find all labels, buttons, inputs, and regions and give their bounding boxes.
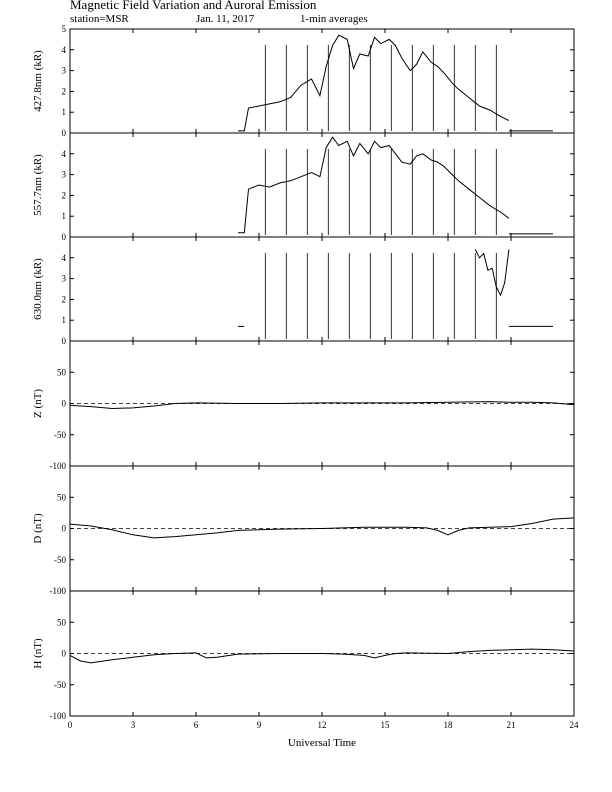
panel-5-series-1 (69, 517, 575, 539)
x-tick-label: 6 (194, 720, 199, 730)
panel-4-ytick-label: 50 (57, 367, 67, 377)
x-tick-label: 15 (381, 720, 391, 730)
panel-1-frame (69, 28, 575, 134)
panel-6-ytick-label: -50 (54, 680, 66, 690)
panel-4-series-1 (69, 401, 575, 410)
panel-4-ytick-label: -100 (50, 461, 67, 471)
panel-2-ytick-label: 0 (62, 232, 67, 242)
chart-title: Magnetic Field Variation and Auroral Emi… (70, 0, 317, 12)
panel-3-frame (69, 236, 575, 342)
x-tick-label: 18 (444, 720, 454, 730)
panel-3-ylabel: 630.0nm (kR) (32, 258, 44, 320)
panel-2-ytick-label: 2 (62, 190, 67, 200)
panel-2-ytick-label: 4 (62, 149, 67, 159)
panel-1-ytick-label: 4 (62, 45, 67, 55)
panel-5-ytick-label: -50 (54, 555, 66, 565)
panel-6-ytick-label: 0 (62, 649, 67, 659)
x-tick-label: 24 (570, 720, 580, 730)
averaging-label: 1-min averages (300, 13, 368, 25)
panel-4-ytick-label: -50 (54, 430, 66, 440)
panel-3-ytick-label: 1 (62, 315, 67, 325)
panel-4-ylabel: Z (nT) (32, 389, 44, 418)
x-tick-label: 12 (318, 720, 327, 730)
x-axis-label: Universal Time (288, 737, 356, 749)
panel-3-series-2 (474, 249, 510, 297)
panel-3-ytick-label: 4 (62, 253, 67, 263)
panel-2-ylabel: 557.7nm (kR) (32, 154, 44, 216)
panel-1-ytick-label: 1 (62, 107, 67, 117)
x-tick-label: 3 (131, 720, 136, 730)
panel-5-ytick-label: 50 (57, 492, 67, 502)
panel-6-ytick-label: -100 (50, 711, 67, 721)
panel-5-ytick-label: 0 (62, 524, 67, 534)
panel-5-ytick-label: -100 (50, 586, 67, 596)
panel-1-ylabel: 427.8nm (kR) (32, 50, 44, 112)
panel-6-series-1 (69, 648, 575, 664)
panel-1-ytick-label: 2 (62, 86, 67, 96)
panel-5-ylabel: D (nT) (32, 513, 44, 544)
panel-1-ytick-label: 3 (62, 66, 67, 76)
x-tick-label: 9 (257, 720, 262, 730)
panel-3-ytick-label: 2 (62, 294, 67, 304)
panel-2-series-1 (238, 136, 510, 234)
panel-1-ytick-label: 5 (62, 24, 67, 34)
panel-3-ytick-label: 3 (62, 274, 67, 284)
panel-1-ytick-label: 0 (62, 128, 67, 138)
date-label: Jan. 11, 2017 (196, 13, 255, 25)
panel-6-ylabel: H (nT) (32, 638, 44, 669)
panel-2-frame (69, 132, 575, 238)
x-tick-label: 21 (507, 720, 516, 730)
x-tick-label: 0 (68, 720, 73, 730)
panel-6-ytick-label: 50 (57, 617, 67, 627)
panel-1-series-1 (238, 34, 510, 132)
panel-4-ytick-label: 0 (62, 399, 67, 409)
panel-3-ytick-label: 0 (62, 336, 67, 346)
station-label: station=MSR (70, 13, 129, 25)
panel-2-ytick-label: 3 (62, 170, 67, 180)
panel-2-ytick-label: 1 (62, 211, 67, 221)
